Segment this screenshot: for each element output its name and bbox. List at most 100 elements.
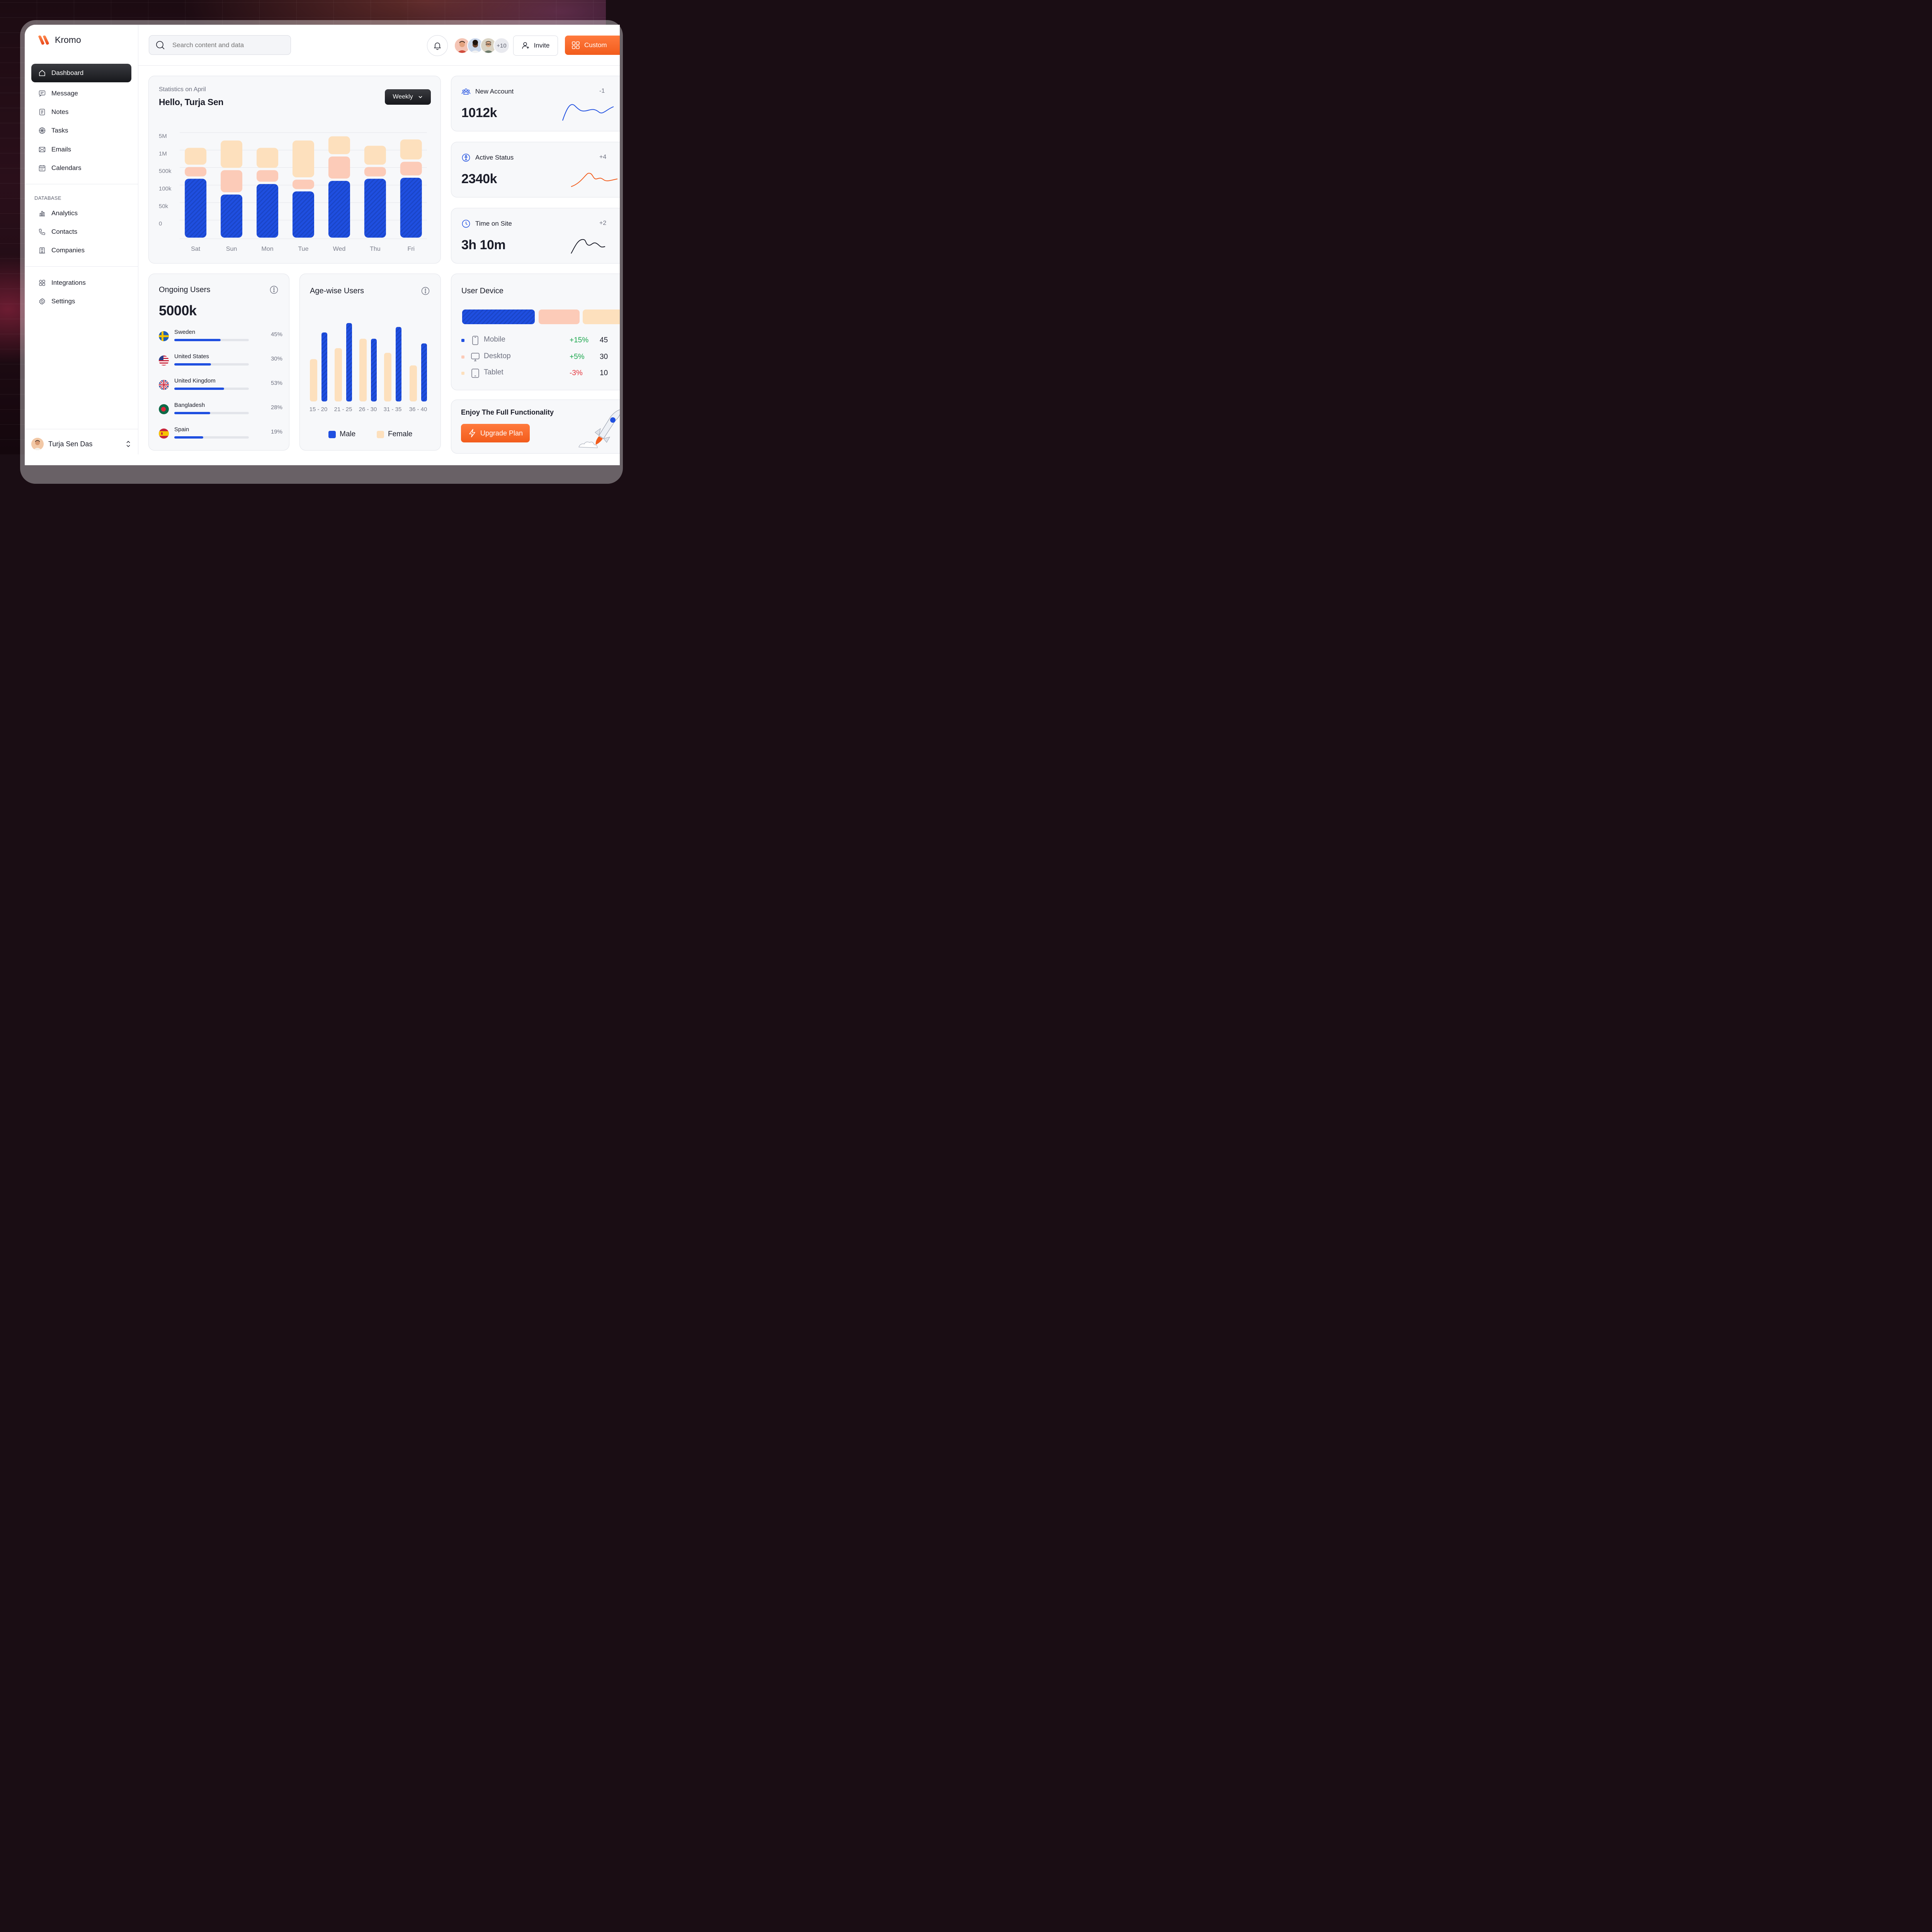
x-tick-label: Mon (262, 246, 274, 252)
building-icon (39, 247, 45, 253)
percentage: 19% (270, 429, 282, 435)
age-bar-chart: 15 - 20 21 - 25 26 - 30 31 - 35 36 - 40 (310, 323, 427, 413)
usa-flag-icon (159, 355, 169, 366)
progress-fill (174, 363, 211, 366)
phone-icon (39, 229, 45, 235)
x-tick-label: Thu (370, 246, 381, 252)
mobile-share-segment (462, 310, 535, 324)
bar-segment (221, 194, 243, 238)
app-name: Kromo (55, 34, 81, 45)
info-icon[interactable] (270, 286, 278, 294)
sidebar-item-analytics[interactable]: Analytics (31, 204, 131, 223)
info-icon[interactable] (421, 287, 430, 295)
lightning-icon (469, 429, 475, 437)
sweden-flag-icon (159, 331, 169, 341)
percentage: 30% (270, 355, 282, 362)
male-bar (421, 343, 427, 401)
male-bar (346, 323, 352, 401)
kromo-logo-icon (38, 35, 49, 45)
device-count: 45 (600, 336, 608, 344)
female-bar (359, 338, 367, 401)
y-tick-label: 5M (159, 133, 167, 139)
statistics-subtitle: Statistics on April (159, 86, 206, 93)
legend-swatch (328, 430, 336, 438)
statistics-card: Statistics on April Hello, Turja Sen Wee… (148, 76, 441, 264)
sidebar-item-label: Integrations (51, 279, 86, 286)
desktop-share-segment (539, 310, 580, 324)
bar-segment (328, 181, 350, 238)
search-bar[interactable] (149, 35, 291, 55)
x-tick-label: Tue (298, 246, 309, 252)
device-change: -3% (570, 369, 583, 377)
invite-button[interactable]: Invite (513, 36, 558, 56)
bangladesh-flag-icon (159, 404, 169, 414)
customize-button[interactable]: Custom (565, 36, 620, 55)
sidebar-item-message[interactable]: Message (31, 84, 131, 103)
period-dropdown[interactable]: Weekly (385, 89, 431, 105)
sidebar-item-companies[interactable]: Companies (31, 241, 131, 260)
card-title: Age-wise Users (310, 287, 364, 295)
avatar (31, 438, 44, 450)
country-name: United Kingdom (174, 378, 216, 384)
x-tick-label: Wed (333, 246, 346, 252)
chart-icon (39, 211, 45, 216)
tasks-icon (39, 127, 46, 134)
metric-label: Active Status (475, 154, 514, 161)
bar-segment (364, 167, 386, 177)
sidebar-item-label: Companies (51, 247, 85, 254)
percentage: 53% (270, 380, 282, 386)
bar-segment (400, 162, 422, 175)
progress-track (174, 339, 249, 341)
x-tick-label: Fri (407, 246, 415, 252)
chevron-down-icon (418, 96, 422, 99)
sidebar-item-notes[interactable]: Notes (31, 103, 131, 121)
device-row-mobile: Mobile +15% 45 (461, 334, 620, 347)
male-bar (321, 332, 327, 401)
upgrade-title: Enjoy The Full Functionality (461, 408, 554, 416)
calendar-icon (39, 165, 46, 172)
period-label: Weekly (393, 94, 413, 100)
device-row-tablet: Tablet -3% 10 (461, 367, 620, 379)
sidebar-item-emails[interactable]: Emails (31, 140, 131, 159)
y-tick-label: 500k (159, 168, 172, 175)
x-tick-label: Sun (226, 246, 237, 252)
bar-segment (328, 136, 350, 154)
metric-card-new-account: New Account -1 1012k (451, 76, 620, 131)
mail-icon (39, 147, 46, 152)
bar-segment (293, 140, 314, 177)
country-row: Sweden 45% (159, 329, 282, 344)
percentage: 28% (270, 404, 282, 411)
weekly-stacked-bar-chart: 5M 1M 500k 100k 50k 0 Sat Sun Mon Tue Wed Thu Fri (159, 132, 427, 252)
metric-delta: +4 (599, 154, 607, 160)
upgrade-plan-button[interactable]: Upgrade Plan (461, 424, 530, 442)
sidebar-item-label: Message (51, 90, 78, 97)
clock-icon (462, 219, 470, 228)
bar-segment (293, 191, 314, 238)
upgrade-button-label: Upgrade Plan (480, 429, 523, 437)
country-name: United States (174, 353, 209, 360)
logo[interactable]: Kromo (37, 34, 81, 46)
notification-button[interactable] (427, 35, 448, 56)
sidebar-item-settings[interactable]: Settings (31, 292, 131, 311)
age-wise-users-card: Age-wise Users 15 - 20 21 - 25 26 - 30 31 -… (299, 274, 441, 451)
team-avatars[interactable]: +10 (454, 37, 510, 54)
bar-segment (221, 170, 243, 192)
rocket-illustration (578, 409, 620, 448)
x-tick-label: 21 - 25 (334, 406, 352, 413)
desktop-icon (471, 353, 480, 361)
female-bar (384, 353, 391, 401)
metric-card-time-on-site: Time on Site +2 3h 10m (451, 208, 620, 264)
user-profile[interactable]: Turja Sen Das (31, 434, 131, 454)
tablet-share-segment (583, 310, 620, 324)
sparkline-chart (571, 173, 618, 187)
sidebar-item-tasks[interactable]: Tasks (31, 121, 131, 140)
legend-swatch (377, 430, 384, 438)
app-window: Kromo Dashboard Message Notes Tasks Emai… (25, 25, 620, 465)
sidebar-item-dashboard[interactable]: Dashboard (31, 64, 131, 82)
metric-delta: +2 (599, 220, 607, 226)
metric-value: 2340k (461, 172, 497, 186)
search-input[interactable] (172, 41, 289, 49)
sidebar-item-contacts[interactable]: Contacts (31, 223, 131, 241)
sidebar-item-integrations[interactable]: Integrations (31, 274, 131, 292)
sidebar-item-calendars[interactable]: Calendars (31, 159, 131, 177)
